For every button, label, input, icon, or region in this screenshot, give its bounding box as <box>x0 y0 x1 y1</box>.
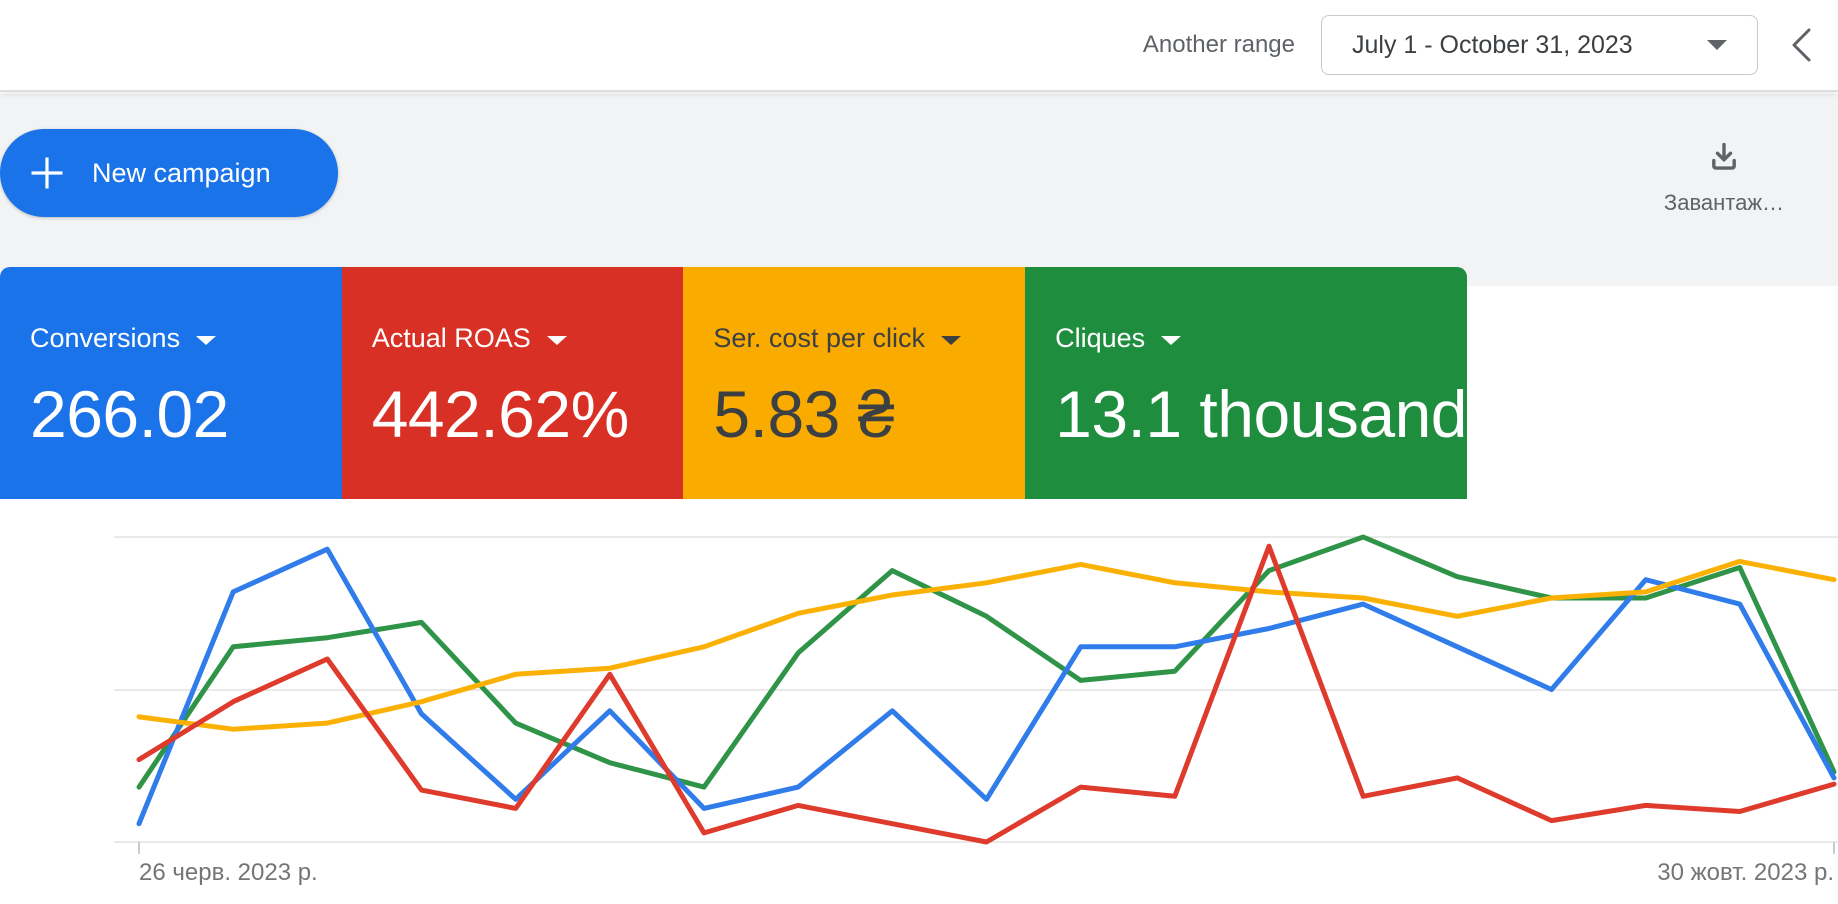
scorecard-label: Ser. cost per click <box>713 323 925 353</box>
new-campaign-button[interactable]: New campaign <box>0 129 338 217</box>
chevron-down-icon <box>196 336 217 345</box>
scorecard-label: Actual ROAS <box>371 323 531 353</box>
scorecards: Conversions 266.02 Actual ROAS 442.62% S… <box>0 267 1467 499</box>
series-ser-cost-per-click <box>136 558 1837 732</box>
chevron-down-icon <box>546 336 567 345</box>
another-range-label: Another range <box>1142 31 1295 58</box>
line-chart <box>114 534 1838 854</box>
download-button[interactable]: Завантаж… <box>1648 140 1800 216</box>
chevron-down-icon <box>1707 40 1727 50</box>
series-actual-roas <box>136 543 1837 845</box>
chevron-down-icon <box>1161 336 1182 345</box>
chevron-left-icon[interactable] <box>1788 27 1814 63</box>
scorecard-conversions[interactable]: Conversions 266.02 <box>0 267 342 499</box>
date-range-picker[interactable]: July 1 - October 31, 2023 <box>1321 15 1758 75</box>
scorecard-actual-roas[interactable]: Actual ROAS 442.62% <box>341 267 684 499</box>
x-axis-label-end: 30 жовт. 2023 р. <box>1657 859 1834 886</box>
download-label: Завантаж… <box>1663 190 1785 215</box>
scorecard-value: 442.62% <box>371 377 630 451</box>
scorecard-value: 13.1 thousand <box>1055 377 1467 451</box>
date-range-value: July 1 - October 31, 2023 <box>1352 30 1633 59</box>
scorecard-ser-cost-per-click[interactable]: Ser. cost per click 5.83 ₴ <box>683 267 1026 499</box>
scorecard-value: 5.83 ₴ <box>713 377 894 451</box>
scorecard-cliques[interactable]: Cliques 13.1 thousand <box>1025 267 1467 499</box>
scorecard-label: Conversions <box>30 323 181 353</box>
new-campaign-label: New campaign <box>92 157 271 188</box>
scorecard-label: Cliques <box>1055 323 1146 353</box>
series-conversions <box>136 546 1837 827</box>
plus-icon <box>28 154 66 192</box>
toolbar-band: New campaign Завантаж… <box>0 94 1838 286</box>
performance-chart: 26 черв. 2023 р. 30 жовт. 2023 р. <box>0 499 1838 904</box>
scorecard-value: 266.02 <box>30 377 229 451</box>
top-bar: Another range July 1 - October 31, 2023 <box>0 0 1838 92</box>
chevron-down-icon <box>940 336 961 345</box>
x-axis-label-start: 26 черв. 2023 р. <box>139 859 318 886</box>
download-icon <box>1707 140 1741 174</box>
